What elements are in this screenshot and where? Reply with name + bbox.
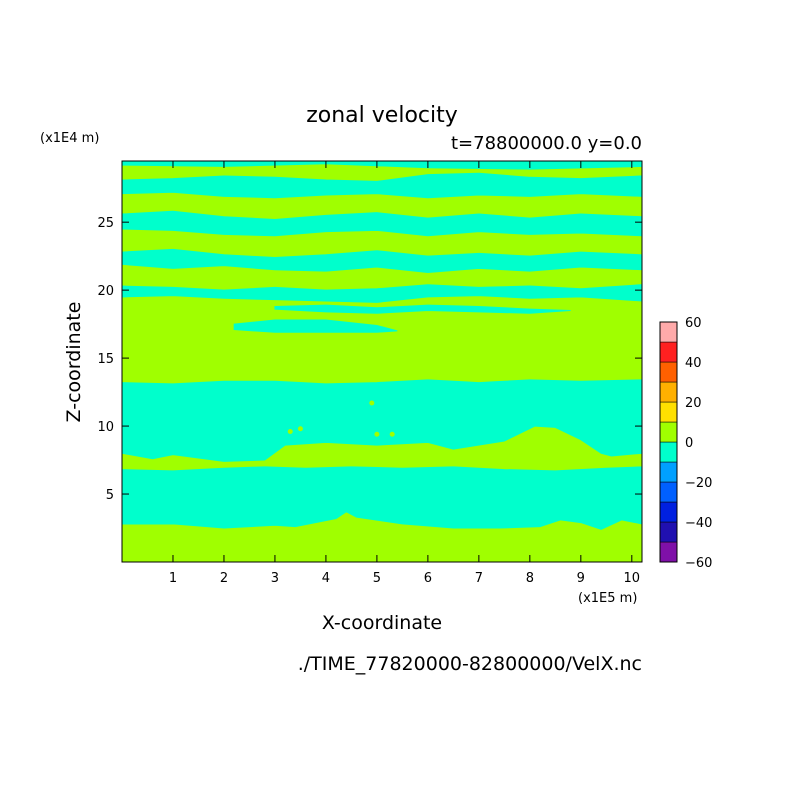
y-tick-label: 25	[97, 216, 114, 231]
x-tick-label: 8	[526, 571, 534, 586]
colorbar-tick-label: −40	[685, 516, 712, 531]
colorbar-frame	[659, 321, 678, 563]
colorbar-tick-label: −20	[685, 476, 712, 491]
colorbar-tick-label: 40	[685, 356, 702, 371]
y-tick-label: 20	[97, 284, 114, 299]
plot-frame	[121, 160, 643, 563]
y-tick-label: 15	[97, 352, 114, 367]
contour-band-1	[121, 466, 643, 530]
contour-band-2	[121, 379, 643, 462]
contour-bands	[121, 160, 643, 530]
contour-spot-7	[374, 431, 380, 437]
x-axis-label: X-coordinate	[322, 612, 442, 634]
chart-subtitle: t=78800000.0 y=0.0	[451, 133, 642, 154]
colorbar-swatch	[659, 421, 678, 443]
x-tick-label: 10	[624, 571, 641, 586]
contour-band-4	[233, 319, 398, 333]
colorbar-swatch	[659, 441, 678, 463]
colorbar-tick-label: −60	[685, 556, 712, 571]
x-tick-label: 2	[220, 571, 228, 586]
contour-spot-2	[303, 389, 309, 395]
colorbar: 60 40 20 0 −20 −40 −60	[659, 316, 712, 571]
contour-band-9	[274, 304, 571, 314]
y-tick-label: 5	[106, 488, 114, 503]
colorbar-swatch	[659, 541, 678, 563]
chart-title: zonal velocity	[306, 103, 458, 128]
colorbar-swatch	[659, 401, 678, 423]
footer-filename: ./TIME_77820000-82800000/VelX.nc	[298, 653, 642, 675]
x-unit-label: (x1E5 m)	[578, 591, 637, 606]
x-tick-label: 3	[271, 571, 279, 586]
contour-spot-6	[389, 431, 395, 437]
plot-area	[121, 160, 643, 563]
colorbar-swatch	[659, 461, 678, 483]
colorbar-tick-label: 60	[685, 316, 702, 331]
y-unit-label: (x1E4 m)	[40, 131, 99, 146]
colorbar-swatch	[659, 481, 678, 503]
x-tick-label: 6	[424, 571, 432, 586]
colorbar-swatch	[659, 341, 678, 363]
y-tick-label: 10	[97, 420, 114, 435]
colorbar-swatch	[659, 381, 678, 403]
contour-spot-1	[282, 390, 288, 396]
colorbar-swatch	[659, 501, 678, 523]
y-axis: 5 10 15 20 25	[97, 216, 642, 503]
colorbar-tick-label: 20	[685, 396, 702, 411]
colorbar-swatch	[659, 361, 678, 383]
colorbar-swatch	[659, 321, 678, 343]
colorbar-tick-label: 0	[685, 436, 693, 451]
x-tick-label: 5	[373, 571, 381, 586]
x-tick-label: 4	[322, 571, 330, 586]
x-tick-label: 7	[475, 571, 483, 586]
contour-spot-5	[287, 429, 293, 435]
x-axis: 1 2 3 4 5 6 7 8 9 10	[169, 161, 640, 586]
contour-spot-4	[297, 426, 303, 432]
colorbar-swatch	[659, 521, 678, 543]
y-axis-label: Z-coordinate	[63, 302, 85, 423]
contour-spot-3	[369, 400, 375, 406]
x-tick-label: 9	[577, 571, 585, 586]
contour-spots	[282, 389, 395, 437]
x-tick-label: 1	[169, 571, 177, 586]
